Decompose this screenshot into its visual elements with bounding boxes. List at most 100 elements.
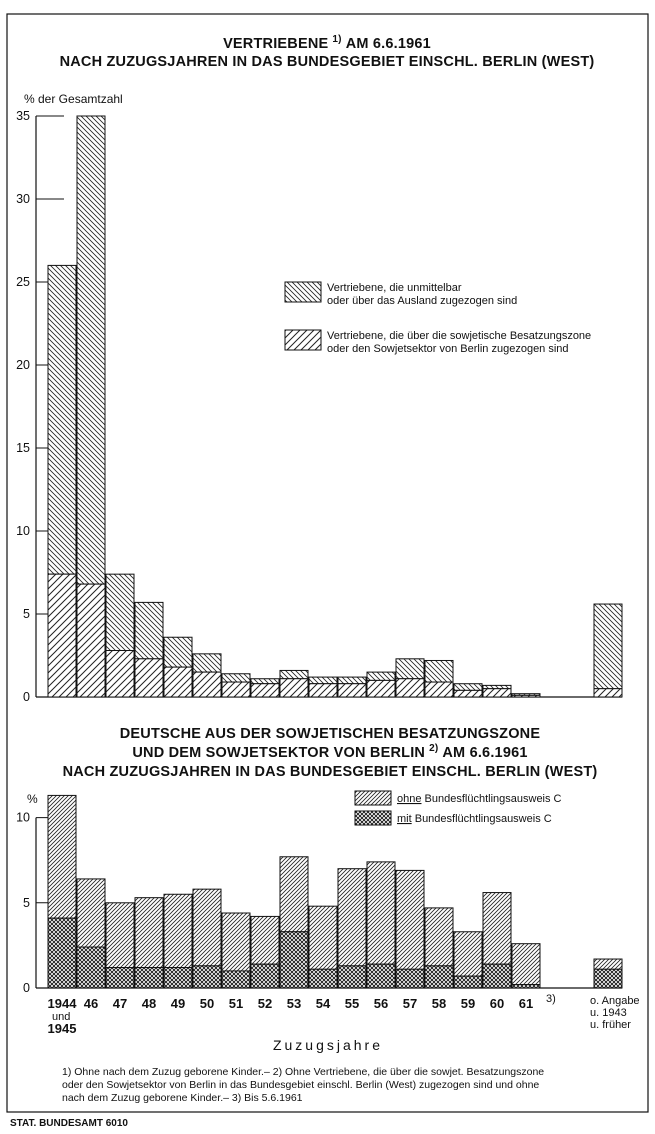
category-label-0-und: und — [52, 1011, 70, 1023]
legend2-label-mit: mit Bundesflüchtlingsausweis C — [397, 813, 552, 825]
bar-0-lower-16 — [511, 694, 541, 698]
footnote-line1: 1) Ohne nach dem Zuzug geborene Kinder.–… — [62, 1066, 544, 1078]
bar-1-upper-2 — [105, 902, 135, 969]
chart1-title-line1: VERTRIEBENE 1) AM 6.6.1961 — [223, 34, 431, 52]
bar-1-upper-1 — [76, 878, 106, 948]
bar-0-upper-0 — [47, 264, 77, 575]
bar-0-upper-1 — [76, 115, 106, 585]
category-label-11: 56 — [374, 996, 388, 1011]
legend1-swatch-unmittelbar — [284, 281, 322, 303]
bar-1-upper-17 — [593, 958, 623, 970]
bar-1-lower-17 — [593, 968, 623, 989]
legend2-swatch-ohne — [354, 790, 392, 806]
bar-1-lower-15 — [482, 963, 512, 989]
chart1-bars — [47, 115, 623, 698]
bar-0-upper-14 — [453, 683, 483, 691]
y-tick-label-1-1: 5 — [23, 896, 30, 910]
bar-1-upper-0 — [47, 794, 77, 919]
bar-1-lower-9 — [308, 968, 338, 989]
bar-0-lower-0 — [47, 573, 77, 698]
chart2-title-line1: DEUTSCHE AUS DER SOWJETISCHEN BESATZUNGS… — [120, 726, 541, 742]
y-tick-label-0-7: 35 — [16, 109, 30, 123]
bar-0-lower-8 — [279, 678, 309, 698]
bar-0-upper-8 — [279, 669, 309, 680]
category-label-8: 53 — [287, 996, 301, 1011]
bar-1-upper-13 — [424, 907, 454, 967]
legend1-label-besatzungszone-line1: Vertriebene, die über die sowjetische Be… — [327, 330, 591, 342]
y-tick-label-0-4: 20 — [16, 358, 30, 372]
legend2-label-ohne: ohne Bundesflüchtlingsausweis C — [397, 793, 562, 805]
bar-1-lower-10 — [337, 965, 367, 989]
bar-0-upper-6 — [221, 673, 251, 683]
chart1-y-axis-label: % der Gesamtzahl — [24, 92, 123, 106]
bar-1-upper-5 — [192, 888, 222, 967]
chart2-title-line3: NACH ZUZUGSJAHREN IN DAS BUNDESGEBIET EI… — [63, 764, 598, 780]
legend1-label-besatzungszone-line2: oder den Sowjetsektor von Berlin zugezog… — [327, 343, 569, 355]
bar-0-upper-7 — [250, 678, 280, 685]
bar-1-upper-14 — [453, 931, 483, 977]
bar-1-lower-11 — [366, 963, 396, 989]
bar-1-lower-12 — [395, 968, 425, 989]
category-label-last-2: u. früher — [590, 1019, 631, 1031]
bar-0-lower-12 — [395, 678, 425, 698]
bar-0-lower-15 — [482, 688, 512, 698]
bar-1-lower-7 — [250, 963, 280, 989]
footnote-line3: nach dem Zuzug geborene Kinder.– 3) Bis … — [62, 1092, 303, 1104]
bar-0-lower-17 — [593, 688, 623, 698]
bar-1-upper-7 — [250, 915, 280, 965]
bar-1-upper-8 — [279, 856, 309, 933]
category-label-3: 48 — [142, 996, 156, 1011]
bar-0-upper-3 — [134, 601, 164, 660]
footnote-line2: oder den Sowjetsektor von Berlin in das … — [62, 1079, 539, 1091]
legend1-label-unmittelbar-line1: Vertriebene, die unmittelbar — [327, 282, 462, 294]
category-label-7: 52 — [258, 996, 272, 1011]
bar-1-upper-11 — [366, 861, 396, 965]
category-label-12: 57 — [403, 996, 417, 1011]
chart2-y-axis-label: % — [27, 792, 38, 806]
bar-1-upper-16 — [511, 943, 541, 986]
bar-1-upper-12 — [395, 869, 425, 970]
category-label-6: 51 — [229, 996, 243, 1011]
legend1-label-unmittelbar-line2: oder über das Ausland zugezogen sind — [327, 295, 517, 307]
bar-0-lower-11 — [366, 679, 396, 698]
y-tick-label-0-1: 5 — [23, 607, 30, 621]
bar-0-lower-9 — [308, 683, 338, 698]
bar-0-upper-5 — [192, 653, 222, 673]
chart2-bars — [47, 794, 623, 989]
bar-0-upper-11 — [366, 671, 396, 681]
bar-0-lower-2 — [105, 650, 135, 698]
bar-1-lower-8 — [279, 931, 309, 989]
bar-1-upper-4 — [163, 893, 193, 969]
bar-1-lower-6 — [221, 970, 251, 989]
bar-0-lower-4 — [163, 666, 193, 698]
category-label-15: 60 — [490, 996, 504, 1011]
category-label-61-note: 3) — [546, 993, 556, 1005]
y-tick-label-0-0: 0 — [23, 690, 30, 704]
category-label-1: 46 — [84, 996, 98, 1011]
bar-0-upper-17 — [593, 603, 623, 690]
bar-0-lower-14 — [453, 689, 483, 698]
bar-1-lower-5 — [192, 965, 222, 989]
legend2-swatch-mit — [354, 810, 392, 826]
y-tick-label-0-6: 30 — [16, 192, 30, 206]
chart1-legend: Vertriebene, die unmittelbar oder über d… — [284, 281, 591, 355]
x-axis-title: Zuzugsjahre — [273, 1037, 383, 1053]
bar-0-upper-12 — [395, 658, 425, 680]
bar-0-lower-5 — [192, 671, 222, 698]
bar-0-upper-13 — [424, 659, 454, 683]
y-tick-label-1-2: 10 — [16, 811, 30, 825]
bar-1-upper-10 — [337, 868, 367, 967]
bar-0-upper-10 — [337, 676, 367, 685]
y-tick-label-0-3: 15 — [16, 441, 30, 455]
bar-0-lower-6 — [221, 681, 251, 698]
bar-1-lower-3 — [134, 967, 164, 989]
category-label-16: 61 — [519, 996, 533, 1011]
bar-0-lower-3 — [134, 658, 164, 698]
bar-1-upper-6 — [221, 912, 251, 972]
bar-1-lower-14 — [453, 975, 483, 989]
bar-0-lower-1 — [76, 583, 106, 698]
bar-0-upper-9 — [308, 676, 338, 685]
figure-frame — [6, 13, 649, 1113]
category-label-13: 58 — [432, 996, 446, 1011]
